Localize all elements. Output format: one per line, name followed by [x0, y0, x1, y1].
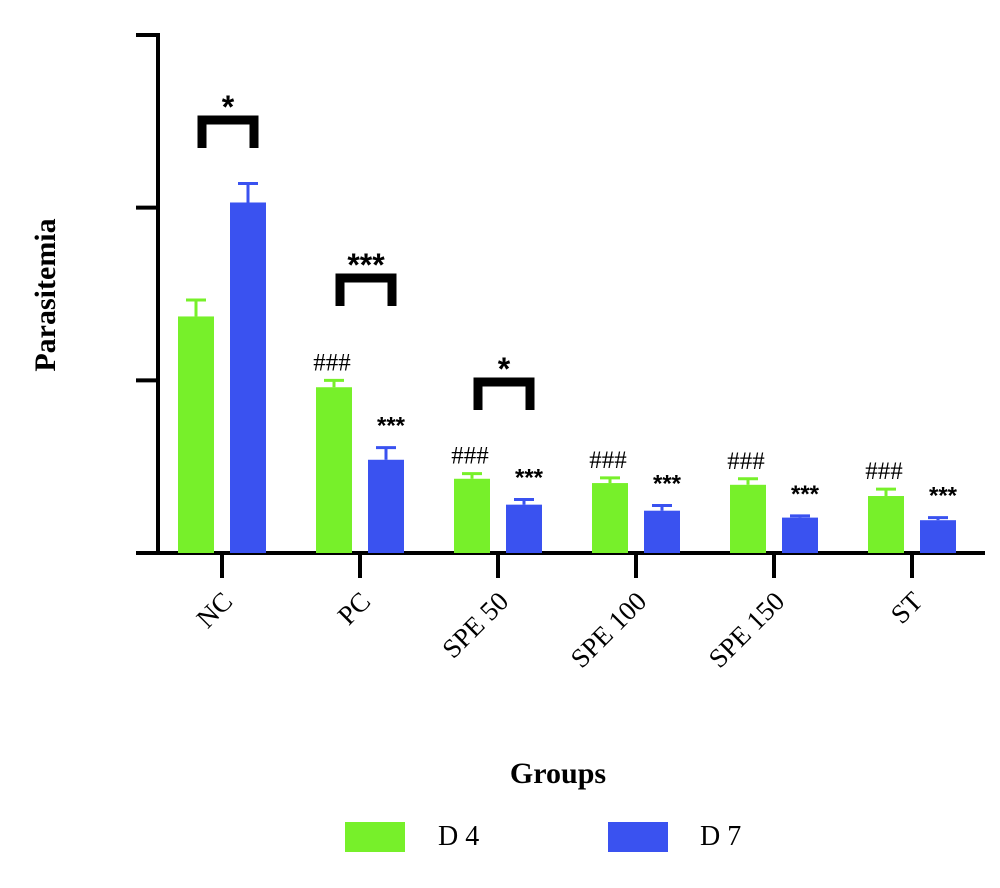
errorbar-d-4-st [876, 487, 896, 497]
errorbar-d-7-spe-100 [652, 504, 672, 511]
bracket-spe-50: * [473, 351, 535, 410]
errorbar-d-7-st [928, 516, 948, 521]
legend-swatch-d4 [345, 822, 405, 852]
axes [136, 33, 985, 578]
bar-d-4-spe-100 [592, 483, 628, 553]
sig-label-d-7-st: *** [929, 483, 958, 510]
y-axis-title: Parasitemia [29, 218, 62, 371]
bar-d-4-nc [178, 316, 214, 553]
legend-swatch-d7 [608, 822, 668, 852]
bar-d-7-spe-100 [644, 510, 680, 553]
bar-d-4-spe-50 [454, 478, 490, 553]
significance-labels: ### *** ### *** ### *** ### *** ### *** [313, 349, 957, 509]
errorbar-d-7-spe-50 [514, 497, 534, 505]
x-axis-title: Groups [510, 757, 606, 790]
x-tick-label-spe-100: SPE 100 [565, 586, 653, 674]
bracket-label-nc: * [222, 89, 235, 125]
bar-d-7-st [920, 520, 956, 553]
errorbar-d-4-spe-100 [600, 476, 620, 484]
bracket-pc: *** [335, 247, 397, 306]
x-ticks [220, 553, 914, 578]
bracket-label-spe-50: * [498, 351, 511, 387]
bracket-nc: * [197, 89, 259, 148]
bar-d-7-nc [230, 202, 266, 553]
sig-label-d-4-pc: ### [313, 349, 351, 376]
bar-d-7-pc [368, 459, 404, 553]
bar-d-4-st [868, 496, 904, 553]
bar-d-7-spe-50 [506, 504, 542, 553]
significance-brackets: ***** [197, 89, 535, 410]
errorbar-d-4-spe-50 [462, 472, 482, 479]
errorbar-d-7-spe-150 [790, 514, 810, 518]
errorbar-d-4-pc [324, 378, 344, 388]
legend: D 4 D 7 [345, 821, 741, 852]
bar-d-4-pc [316, 387, 352, 553]
bar-d-7-spe-150 [782, 517, 818, 553]
x-tick-label-nc: NC [191, 586, 239, 634]
x-tick-labels: NC PC SPE 50 SPE 100 SPE 150 ST [191, 586, 929, 674]
legend-label-d4: D 4 [438, 821, 479, 852]
bars [178, 202, 956, 553]
sig-label-d-7-spe-50: *** [515, 464, 544, 491]
sig-label-d-7-spe-100: *** [653, 471, 682, 498]
sig-label-d-4-st: ### [865, 458, 903, 485]
bar-d-4-spe-150 [730, 484, 766, 553]
x-tick-label-pc: PC [332, 586, 377, 631]
sig-label-d-4-spe-100: ### [589, 447, 627, 474]
sig-label-d-4-spe-150: ### [727, 448, 765, 475]
errorbar-d-7-nc [238, 181, 258, 203]
sig-label-d-7-spe-150: *** [791, 481, 820, 508]
errorbar-d-7-pc [376, 446, 396, 460]
sig-label-d-4-spe-50: ### [451, 443, 489, 470]
bracket-label-pc: *** [347, 247, 385, 283]
x-tick-label-spe-50: SPE 50 [436, 586, 514, 664]
errorbar-d-4-spe-150 [738, 477, 758, 485]
error-bars [186, 181, 948, 521]
x-tick-label-st: ST [885, 586, 929, 630]
y-ticks [136, 33, 158, 555]
sig-label-d-7-pc: *** [377, 413, 406, 440]
errorbar-d-4-nc [186, 298, 206, 317]
legend-label-d7: D 7 [700, 821, 741, 852]
x-tick-label-spe-150: SPE 150 [703, 586, 791, 674]
